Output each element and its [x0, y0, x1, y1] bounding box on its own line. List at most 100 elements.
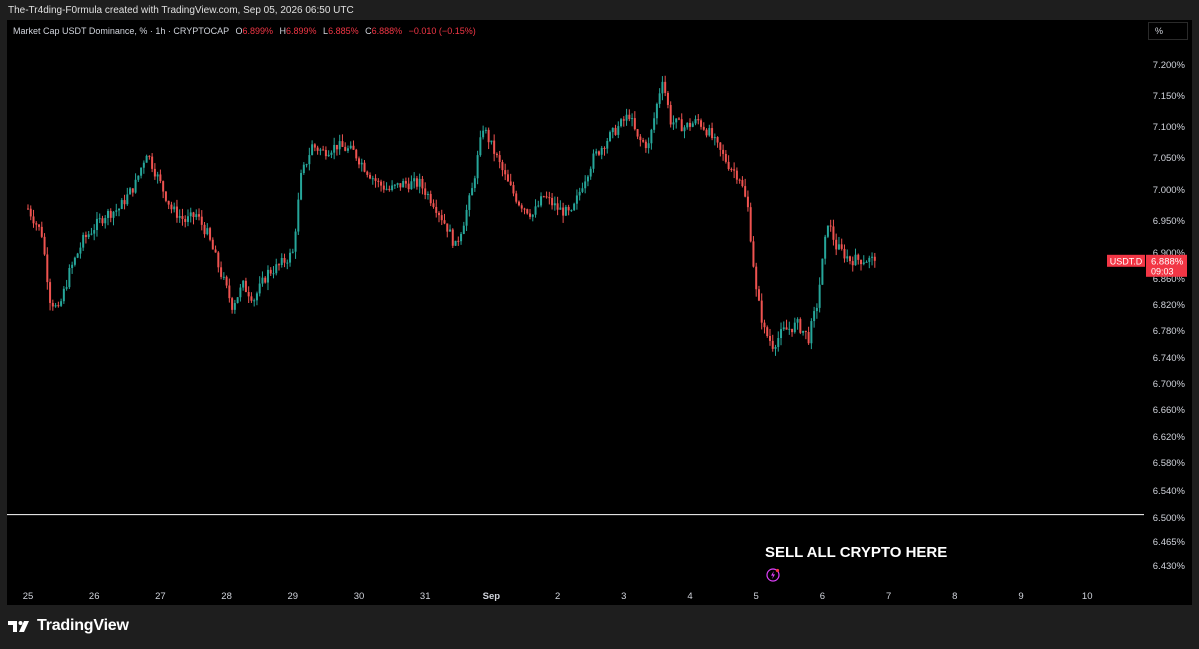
candle-body [402, 181, 405, 188]
candle-body [763, 322, 766, 328]
candle-body [512, 185, 515, 194]
candle-body [606, 141, 609, 149]
candle-body [250, 296, 253, 301]
candle-body [118, 208, 121, 211]
candle-body [443, 220, 446, 224]
x-tick-label: 30 [354, 591, 365, 602]
candle-body [286, 262, 289, 264]
candle-body [333, 144, 336, 153]
candle-body [360, 162, 363, 165]
candle-body [35, 223, 38, 225]
candle-body [358, 158, 360, 165]
x-tick-label: 8 [952, 591, 957, 602]
candle-body [206, 228, 209, 235]
candle-body [700, 120, 703, 127]
x-tick-label: Sep [483, 591, 501, 602]
candle-body [672, 122, 675, 125]
candle-body [771, 340, 774, 349]
candle-body [501, 162, 504, 171]
low-value: 6.885% [328, 26, 359, 36]
candle-body [203, 224, 206, 235]
candle-body [93, 230, 96, 234]
candle-body [642, 140, 645, 142]
candle-body [788, 328, 791, 330]
candle-body [471, 188, 474, 196]
candle-body [534, 206, 537, 215]
candle-body [87, 234, 90, 238]
candle-body [424, 188, 427, 195]
candle-body [437, 212, 440, 216]
candle-body [239, 287, 242, 298]
candle-body [344, 146, 347, 151]
candle-body [40, 226, 43, 237]
candle-body [493, 140, 496, 154]
candle-body [520, 205, 523, 209]
candle-body [774, 346, 777, 349]
y-tick-label: 7.100% [1153, 122, 1186, 133]
candle-body [791, 328, 794, 333]
candle-body [181, 216, 184, 219]
candle-body [733, 169, 736, 171]
candle-body [862, 262, 865, 265]
candle-body [380, 181, 383, 186]
candle-body [371, 178, 374, 180]
candle-body [294, 231, 297, 252]
candle-body [49, 282, 52, 303]
candle-body [264, 277, 267, 283]
chart-area[interactable]: 25 26 27 28 29 30 31 Sep 2 3 4 5 6 7 8 9 10 7.200% 7.150% 7… [7, 20, 1192, 605]
candle-body [164, 191, 167, 201]
logo-text: TradingView [37, 617, 129, 634]
tradingview-logo[interactable]: TradingView [8, 617, 129, 635]
candle-body [506, 174, 509, 182]
candle-body [570, 210, 573, 212]
candle-body [564, 206, 567, 216]
candle-body [829, 225, 832, 227]
last-price-label: 6.888% [1151, 256, 1184, 267]
candle-body [848, 256, 851, 262]
candle-body [738, 179, 741, 181]
candle-body [716, 137, 719, 143]
candle-body [137, 175, 140, 180]
candle-body [140, 167, 143, 176]
candle-body [523, 208, 526, 210]
candle-body [291, 251, 294, 253]
candle-body [664, 81, 667, 93]
lightning-icon[interactable] [766, 568, 780, 582]
open-label: O [235, 26, 243, 36]
x-tick-label: 9 [1018, 591, 1023, 602]
candle-body [465, 209, 468, 226]
candle-body [65, 287, 68, 289]
candle-body [269, 269, 272, 274]
candle-body [636, 129, 639, 137]
ticker-tag [1107, 254, 1145, 267]
y-tick-label: 6.660% [1153, 405, 1186, 416]
candle-body [316, 147, 319, 151]
y-tick-label: 6.900% [1153, 248, 1186, 259]
candle-body [628, 114, 631, 120]
candle-body [804, 330, 807, 332]
candle-body [741, 180, 744, 187]
candle-body [391, 185, 394, 191]
candle-body [873, 256, 876, 261]
candle-body [589, 168, 592, 177]
candle-body [382, 185, 385, 190]
candle-body [633, 118, 636, 130]
price-chart[interactable]: 25 26 27 28 29 30 31 Sep 2 3 4 5 6 7 8 9 10 7.200% 7.150% 7… [7, 20, 1192, 605]
candle-body [689, 122, 691, 127]
candle-body [123, 200, 126, 205]
candle-body [702, 126, 705, 130]
x-tick-label: 6 [820, 591, 825, 602]
candle-body [198, 214, 201, 217]
candle-body [802, 330, 805, 333]
percent-scale-button[interactable]: % [1148, 22, 1188, 40]
candle-body [846, 256, 849, 259]
candle-body [824, 236, 827, 259]
candle-body [186, 216, 189, 222]
candle-body [727, 161, 730, 169]
candle-body [275, 264, 278, 274]
candle-body [27, 208, 29, 210]
candle-body [236, 297, 239, 304]
candle-body [719, 142, 722, 150]
candle-body [95, 218, 98, 231]
candle-body [407, 183, 410, 190]
